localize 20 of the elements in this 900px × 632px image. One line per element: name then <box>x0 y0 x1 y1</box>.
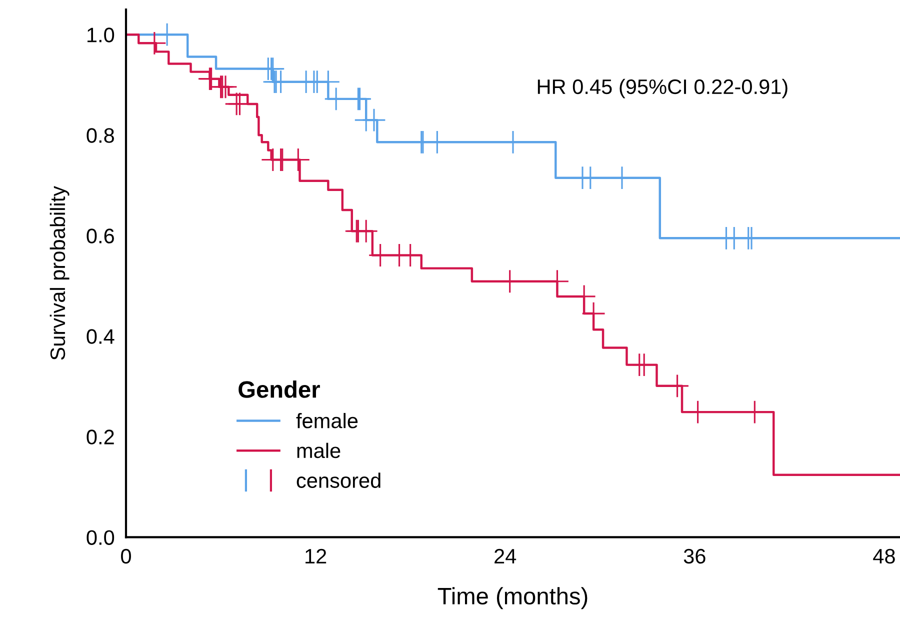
y-tick-label: 1.0 <box>88 28 114 42</box>
legend-label: male <box>297 442 340 458</box>
x-tick-label: 48 <box>873 548 895 564</box>
y-tick-label: 0.8 <box>86 128 114 143</box>
y-tick-label: 0.0 <box>86 530 114 545</box>
x-tick-label: 12 <box>306 548 326 564</box>
legend-label: censored <box>296 472 380 488</box>
point <box>362 108 386 132</box>
y-axis-title: Survival probability <box>50 186 70 360</box>
x-tick-label: 24 <box>494 548 516 564</box>
x-axis-title: Time (months) <box>438 587 588 610</box>
y-tick-label: 0.4 <box>86 329 114 344</box>
y-tick-label: 0.6 <box>86 228 114 244</box>
y-tick-label: 0.2 <box>86 430 114 444</box>
legend-title: Gender <box>238 380 320 398</box>
legend-label: female <box>296 412 358 428</box>
annotation: HR 0.45 (95%CI 0.22-0.91) <box>538 78 788 98</box>
x-tick-label: 36 <box>684 548 706 564</box>
point <box>632 354 656 376</box>
x-tick-label: 0 <box>121 548 131 564</box>
